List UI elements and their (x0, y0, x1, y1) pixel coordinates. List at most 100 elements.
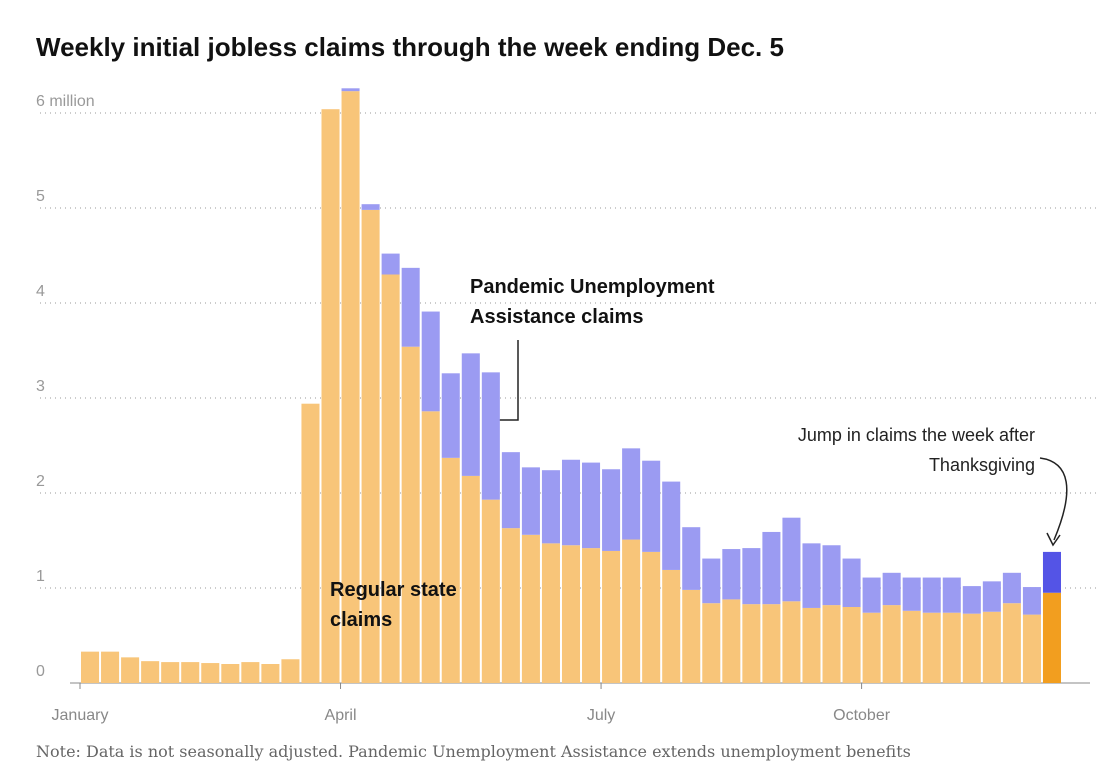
bar-segment (702, 558, 721, 604)
bar-segment (221, 664, 240, 683)
bar-segment (902, 610, 921, 683)
bar-segment (101, 651, 120, 683)
bar-segment (682, 589, 701, 683)
bar-segment (762, 531, 781, 605)
annotation-connector (493, 340, 519, 421)
bar-segment (381, 274, 400, 683)
x-tick-label: October (833, 707, 891, 724)
bar-segment (341, 91, 360, 683)
bar-segment (942, 612, 961, 683)
chart-title: Weekly initial jobless claims through th… (36, 32, 784, 62)
bar-segment (782, 601, 801, 683)
bar-segment (782, 517, 801, 602)
bar-segment (441, 457, 460, 683)
bar-segment (922, 612, 941, 683)
pua-annotation: Pandemic Unemployment Assistance claims (470, 276, 715, 328)
bar-segment (461, 353, 480, 476)
bar-segment (842, 607, 861, 683)
bar-segment (822, 605, 841, 683)
bar-segment (361, 209, 380, 683)
bar-segment (81, 651, 100, 683)
bar-segment (962, 586, 981, 614)
bar-segment (201, 663, 220, 683)
bar-segment (622, 448, 641, 540)
bar-segment (501, 528, 520, 683)
y-tick-label: 1 (36, 568, 45, 585)
note: Note: Data is not seasonally adjusted. P… (36, 742, 911, 761)
bar-segment (862, 577, 881, 613)
bar-segment (642, 551, 661, 683)
bar-segment (662, 569, 681, 683)
bar-segment (602, 469, 621, 551)
bar-segment (161, 662, 180, 683)
bar-segment (602, 550, 621, 683)
bar-segment (121, 657, 140, 683)
bar-segment (742, 604, 761, 683)
bar-segment (401, 267, 420, 347)
bar-segment (321, 109, 340, 683)
bar-segment (181, 662, 200, 683)
bar-segment (582, 548, 601, 683)
bar-segment (1002, 603, 1021, 683)
bar-segment (702, 603, 721, 683)
y-tick-label: 5 (36, 188, 45, 205)
bar-segment (742, 548, 761, 605)
y-tick-label: 6 million (36, 93, 95, 110)
bar-segment (822, 545, 841, 606)
bar-segment (481, 372, 500, 500)
bar-segment (922, 577, 941, 613)
bar-segment (882, 605, 901, 683)
bar-segment (1042, 592, 1061, 683)
bar-segment (862, 612, 881, 683)
bar-segment (802, 607, 821, 683)
bar-segment (541, 470, 560, 544)
bar-segment (622, 539, 641, 683)
bar-segment (962, 613, 981, 683)
bar-segment (722, 599, 741, 683)
bar-segment (361, 204, 380, 210)
bar-segment (662, 481, 681, 570)
y-tick-label: 2 (36, 473, 45, 490)
bar-segment (1022, 614, 1041, 683)
bar-segment (141, 661, 160, 683)
bar-segment (982, 581, 1001, 612)
bar-segment (1002, 572, 1021, 604)
bar-segment (582, 462, 601, 549)
bar-segment (281, 659, 300, 683)
arrow-head (1046, 532, 1061, 547)
bar-segment (261, 664, 280, 683)
bar-segment (421, 411, 440, 683)
bar-segment (902, 577, 921, 611)
x-tick-label: January (52, 707, 109, 724)
bar-segment (1022, 587, 1041, 615)
bar-segment (682, 527, 701, 590)
bar-segment (942, 577, 961, 613)
y-tick-label: 4 (36, 283, 45, 300)
bar-segment (241, 662, 260, 683)
bar-segment (501, 452, 520, 529)
bar-segment (762, 604, 781, 683)
bar-segment (882, 572, 901, 606)
bar-segment (982, 611, 1001, 683)
bar-segment (722, 549, 741, 600)
bar-segment (401, 346, 420, 683)
bar-segment (461, 475, 480, 683)
x-tick-label: April (325, 707, 357, 724)
bar-segment (642, 460, 661, 552)
bar-segment (301, 403, 320, 683)
bar-segment (1042, 551, 1061, 593)
bar-segment (561, 459, 581, 546)
y-tick-label: 0 (36, 663, 45, 680)
y-tick-label: 3 (36, 378, 45, 395)
bar-segment (481, 499, 500, 683)
bar-segment (521, 534, 540, 683)
bar-segment (521, 467, 540, 535)
bar-segment (421, 311, 440, 412)
bar-segment (341, 88, 360, 92)
regular-annotation: Regular state claims (330, 579, 457, 631)
annotation-arrow (1039, 457, 1068, 541)
bar-segment (541, 543, 560, 683)
bar-segment (561, 545, 581, 683)
